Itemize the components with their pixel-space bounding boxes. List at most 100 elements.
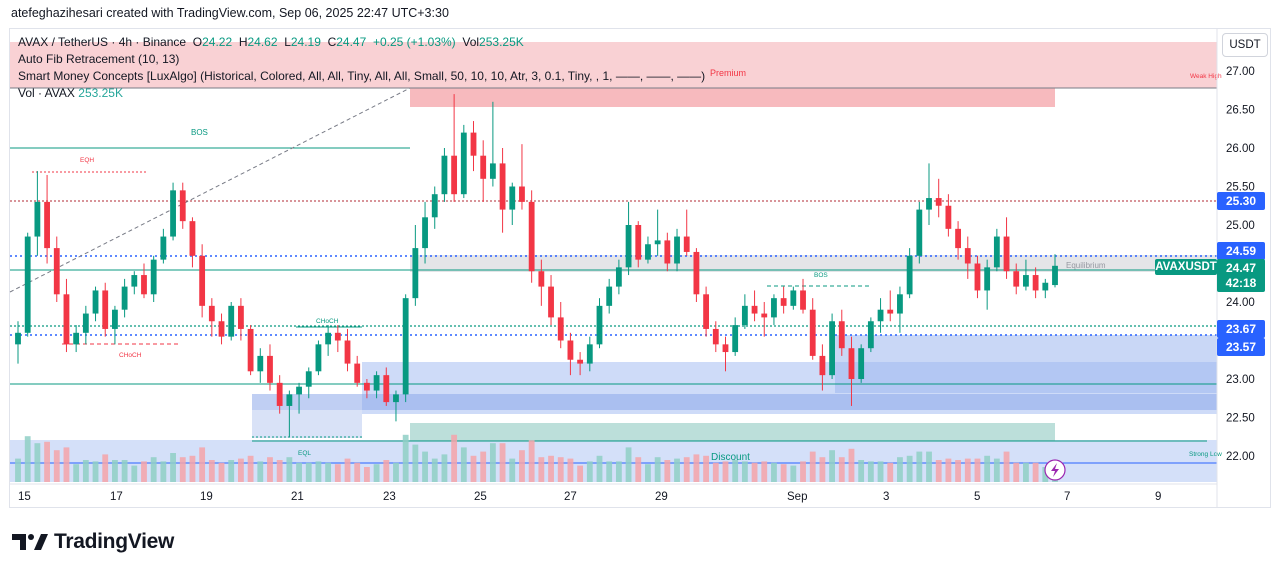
- candle-body: [121, 286, 128, 310]
- volume-bar: [44, 441, 50, 482]
- volume-bar: [334, 464, 341, 482]
- candle-body: [73, 332, 80, 345]
- price-tag: 23.57: [1217, 338, 1265, 356]
- candle-body: [393, 394, 399, 403]
- candle-body: [819, 355, 826, 376]
- volume-bar: [635, 457, 642, 482]
- volume-bar: [112, 460, 118, 482]
- chart-frame[interactable]: [9, 28, 1271, 508]
- volume-bar: [276, 460, 283, 482]
- legend-indicator-fib[interactable]: Auto Fib Retracement (10, 13): [18, 52, 180, 66]
- candle-body: [955, 228, 961, 249]
- candle-body: [596, 305, 603, 345]
- volume-bar: [809, 451, 816, 482]
- volume-bar: [751, 462, 758, 482]
- legend-open: 24.22: [202, 35, 233, 49]
- volume-bar: [848, 448, 855, 482]
- price-tick-label: 22.50: [1226, 413, 1255, 425]
- volume-bar: [1032, 462, 1039, 482]
- time-tick-label: 7: [1064, 491, 1070, 503]
- chart-credit: atefeghazihesari created with TradingVie…: [11, 6, 449, 20]
- volume-bar: [693, 454, 700, 482]
- candle-body: [577, 359, 584, 364]
- candle-body: [460, 132, 467, 195]
- volume-bar: [887, 462, 894, 482]
- candle-body: [615, 267, 622, 287]
- lightning-icon: [1051, 463, 1059, 477]
- volume-bar: [92, 461, 99, 482]
- candle-body: [160, 236, 167, 260]
- volume-bar: [179, 457, 186, 482]
- volume-bar: [509, 458, 516, 482]
- candle-body: [1023, 275, 1029, 287]
- legend-vol-label: Vol: [462, 35, 480, 49]
- candle-body: [499, 163, 506, 210]
- weak-high-label: Weak High: [1190, 73, 1222, 80]
- time-axis[interactable]: 15 17 19 21 23 25 27 29 Sep 3 5 7 9: [18, 491, 1161, 503]
- candle-body: [334, 332, 341, 341]
- candle-body: [586, 344, 593, 364]
- candle-body: [625, 225, 632, 268]
- volume-bar: [402, 434, 409, 482]
- volume-bar: [780, 464, 787, 482]
- legend-symbol[interactable]: AVAX / TetherUS · 4h · Binance: [18, 35, 187, 49]
- candle-body: [179, 190, 186, 222]
- volume-bar: [906, 455, 913, 482]
- candle-body: [683, 236, 690, 252]
- candle-body: [480, 155, 487, 179]
- candle-body: [199, 255, 206, 306]
- candle-body: [412, 248, 419, 299]
- currency-selector[interactable]: USDT: [1222, 33, 1268, 57]
- bos-label: BOS: [191, 128, 208, 137]
- legend-change: +0.25 (+1.03%): [372, 35, 456, 49]
- volume-bar: [150, 457, 157, 482]
- candle-body: [82, 313, 89, 333]
- candle-body: [645, 244, 651, 260]
- tradingview-logo-text: TradingView: [54, 530, 175, 553]
- volume-bar: [993, 458, 1000, 482]
- legend-volume-row[interactable]: Vol · AVAX 253.25K: [18, 86, 123, 100]
- candle-body: [509, 186, 516, 210]
- discount-label: Discount: [711, 452, 750, 463]
- volume-bar: [1023, 462, 1029, 482]
- legend-low: 24.19: [290, 35, 321, 49]
- candle-body: [848, 348, 855, 379]
- volume-bar: [286, 457, 293, 482]
- candle-body: [809, 309, 816, 356]
- candle-body: [422, 217, 428, 249]
- volume-bar: [422, 451, 428, 482]
- tradingview-logo[interactable]: TradingView: [12, 530, 174, 554]
- candle-body: [761, 313, 768, 318]
- legend-low-label: L: [284, 35, 291, 49]
- candle-body: [926, 198, 932, 210]
- time-tick-label: 5: [974, 491, 980, 503]
- volume-bar: [606, 461, 613, 482]
- candle-body: [964, 248, 971, 264]
- volume-bar: [645, 464, 651, 482]
- candle-body: [276, 382, 283, 406]
- time-tick-label: 19: [200, 491, 213, 503]
- legend-symbol-row[interactable]: AVAX / TetherUS · 4h · Binance O24.22 H2…: [18, 35, 524, 49]
- candle-body: [548, 286, 554, 318]
- candle-body: [344, 340, 351, 364]
- volume-bar: [722, 461, 729, 482]
- volume-bar: [1003, 451, 1010, 482]
- volume-bar: [916, 451, 923, 482]
- candle-body: [208, 305, 215, 322]
- volume-bar: [596, 455, 603, 482]
- price-tag: 24.47: [1217, 259, 1265, 277]
- legend-high: 24.62: [247, 35, 278, 49]
- volume-bar: [383, 460, 390, 482]
- candle-body: [112, 309, 118, 329]
- volume-bar: [460, 447, 467, 482]
- candle-body: [897, 294, 903, 314]
- volume-bar: [63, 447, 70, 482]
- volume-bar: [761, 461, 768, 482]
- volume-bar: [586, 461, 593, 482]
- volume-bar: [577, 465, 584, 482]
- volume-bar: [441, 454, 448, 482]
- legend-indicator-smc[interactable]: Smart Money Concepts [LuxAlgo] (Historic…: [18, 69, 706, 83]
- time-tick-label: 23: [383, 491, 396, 503]
- volume-bar: [528, 440, 535, 482]
